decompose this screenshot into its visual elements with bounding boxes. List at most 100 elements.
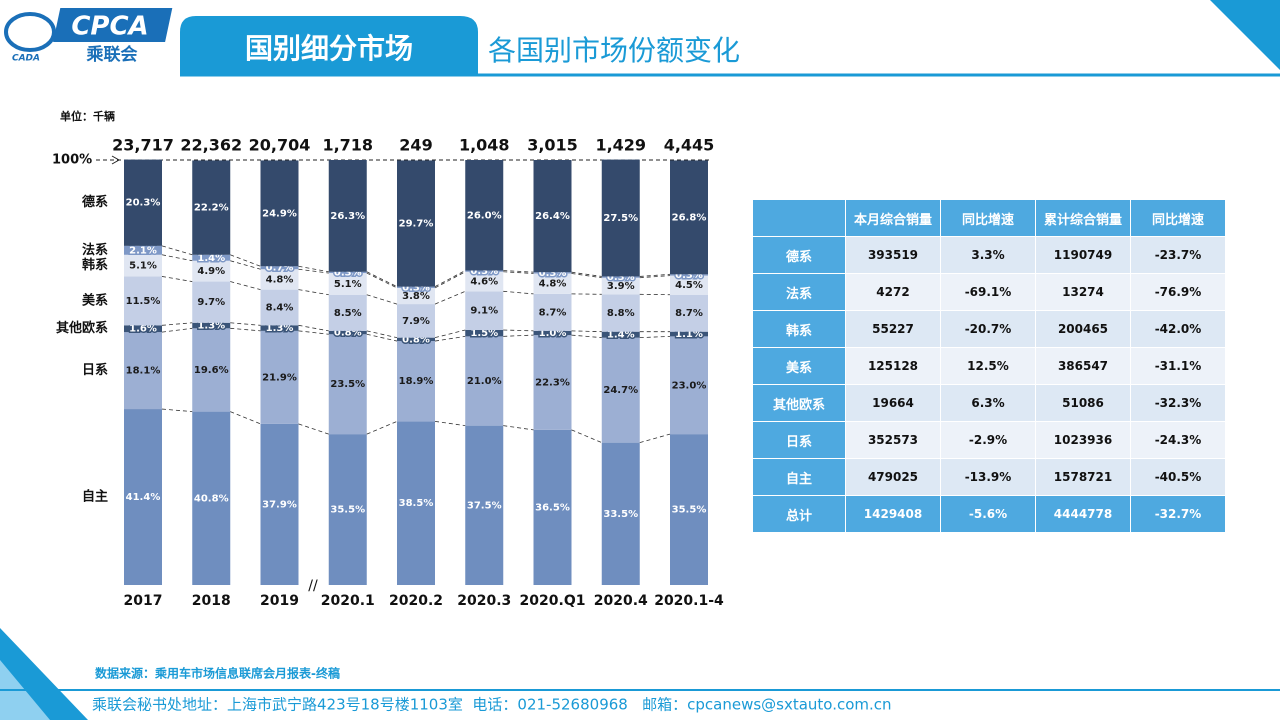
bar-segment: [465, 291, 504, 330]
data-label: 19.6%: [194, 365, 229, 376]
bar-segment: [601, 331, 640, 338]
bar-segment: [192, 281, 231, 323]
data-label: 35.5%: [330, 505, 365, 516]
column-header: 同比增速: [941, 200, 1035, 236]
bar-segment: [260, 266, 299, 270]
x-tick-label: 2020.2: [389, 593, 443, 609]
bar-segment: [328, 334, 367, 435]
bar-segment: [192, 322, 231, 329]
corner-decoration: [1210, 0, 1280, 70]
total-label: 23,717: [112, 136, 174, 155]
column-header: 累计综合销量: [1036, 200, 1130, 236]
data-label: 26.8%: [672, 212, 707, 223]
connector: [434, 329, 466, 339]
connector: [230, 411, 261, 425]
connector: [503, 425, 534, 431]
connector: [298, 289, 329, 296]
data-label: 29.7%: [399, 219, 434, 230]
table-cell: -32.7%: [1131, 496, 1225, 532]
column-header: 同比增速: [1131, 200, 1225, 236]
axis-break: //: [308, 578, 318, 594]
data-label: 5.1%: [334, 279, 362, 290]
section-title: 国别细分市场: [245, 32, 413, 65]
connector: [230, 322, 261, 326]
bar-segment: [328, 330, 367, 335]
table-row: 总计 1429408 -5.6% 4444778 -32.7%: [753, 496, 1225, 532]
connector: [298, 423, 329, 435]
connector: [366, 330, 398, 339]
table-row: 自主 479025 -13.9% 1578721 -40.5%: [753, 459, 1225, 495]
table-row: 德系 393519 3.3% 1190749 -23.7%: [753, 237, 1225, 273]
data-label: 37.5%: [467, 500, 502, 511]
bar-segment: [192, 260, 231, 282]
logo-text: CPCA: [71, 12, 148, 42]
data-label: 20.3%: [126, 198, 161, 209]
data-label: 35.5%: [672, 505, 707, 516]
data-label: 27.5%: [603, 213, 638, 224]
data-label: 3.8%: [402, 291, 430, 302]
x-tick-label: 2020.1: [321, 593, 375, 609]
data-label: 8.7%: [539, 307, 567, 318]
connector: [230, 327, 261, 332]
bar-segment: [601, 277, 640, 295]
data-label: 26.3%: [330, 211, 365, 222]
table-cell: -24.3%: [1131, 422, 1225, 458]
bar-segment: [670, 434, 708, 585]
data-label: 8.8%: [607, 308, 635, 319]
data-label: 8.7%: [675, 308, 703, 319]
section-tab: [180, 16, 478, 75]
connector: [639, 335, 671, 339]
table-row: 法系 4272 -69.1% 13274 -76.9%: [753, 274, 1225, 310]
bar-segment: [670, 274, 708, 276]
bar-segment: [124, 159, 162, 246]
connector: [639, 275, 671, 279]
connector: [434, 271, 466, 289]
data-label: 38.5%: [399, 498, 434, 509]
data-label: 18.1%: [126, 366, 161, 377]
total-label: 1,718: [322, 136, 373, 155]
table-cell: -42.0%: [1131, 311, 1225, 347]
connector: [298, 268, 329, 274]
data-label: 1.6%: [129, 324, 157, 335]
table-cell: 12.5%: [941, 348, 1035, 384]
bar-segment: [192, 160, 231, 255]
connector: [230, 254, 261, 267]
connector: [434, 335, 466, 342]
bar-segment: [670, 160, 708, 275]
connector: [434, 290, 466, 305]
source-note: 数据来源：乘用车市场信息联席会月报表-终稿: [95, 666, 340, 681]
table-cell: 3.3%: [941, 237, 1035, 273]
bar-segment: [124, 325, 162, 333]
data-label: 8.5%: [334, 308, 362, 319]
table-cell: 6.3%: [941, 385, 1035, 421]
table-cell: 1190749: [1036, 237, 1130, 273]
bar-segment: [192, 411, 231, 585]
table-cell: 4444778: [1036, 496, 1130, 532]
y-tick-label: 100%: [52, 153, 92, 168]
data-label: 9.7%: [197, 297, 225, 308]
table-cell: -32.3%: [1131, 385, 1225, 421]
table-cell: 1429408: [846, 496, 940, 532]
data-label: 23.0%: [672, 380, 707, 391]
bar-segment: [124, 254, 162, 277]
x-tick-label: 2020.4: [594, 593, 648, 609]
x-tick-label: 2020.1-4: [654, 593, 724, 609]
bar-segment: [465, 160, 504, 271]
connector: [161, 276, 193, 282]
connector: [161, 254, 193, 262]
bar-segment: [192, 328, 231, 412]
bar-segment: [260, 289, 299, 326]
data-label: 4.8%: [266, 274, 294, 285]
footer-address: 乘联会秘书处地址：上海市武宁路423号18号楼1103室 电话：021-5268…: [92, 696, 892, 714]
logo-mark-text: CADA: [12, 54, 40, 64]
logo-subtext: 乘联会: [86, 44, 138, 65]
table-row: 其他欧系 19664 6.3% 51086 -32.3%: [753, 385, 1225, 421]
row-header: 自主: [753, 459, 845, 495]
table-row: 日系 352573 -2.9% 1023936 -24.3%: [753, 422, 1225, 458]
data-label: 7.9%: [402, 316, 430, 327]
column-header: 本月综合销量: [846, 200, 940, 236]
connector: [639, 273, 671, 277]
data-label: 22.2%: [194, 203, 229, 214]
bar-segment: [328, 271, 367, 274]
